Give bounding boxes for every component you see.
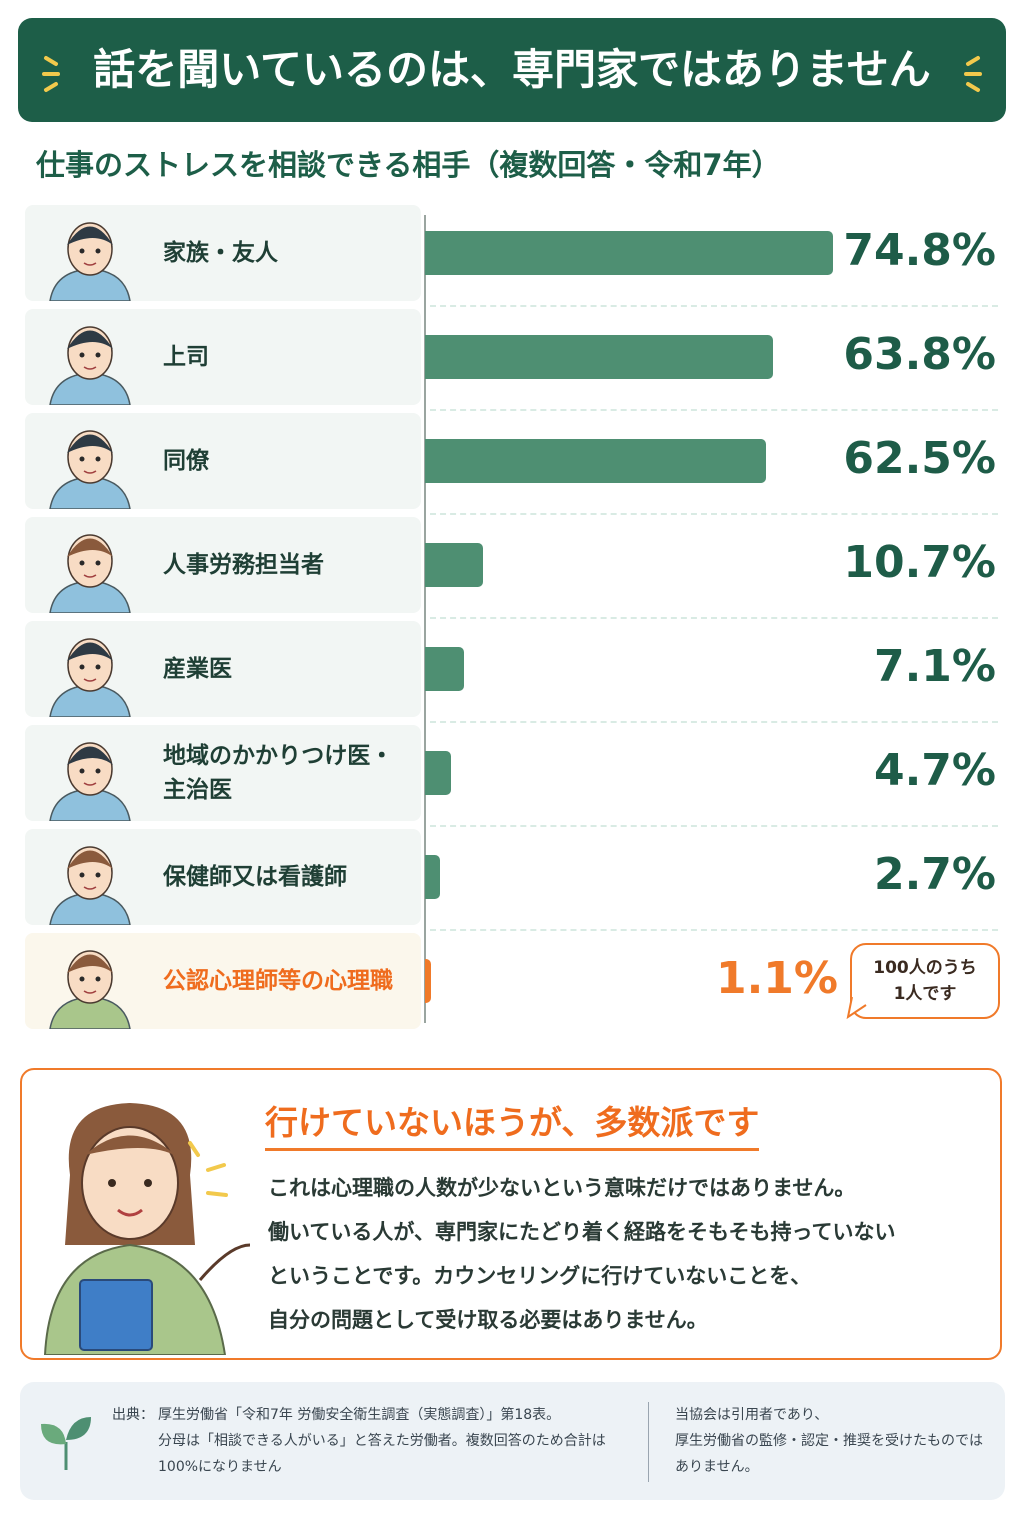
- source-label: 出典：: [112, 1407, 154, 1423]
- row-separator: [430, 409, 998, 411]
- annotation-bubble: 100人のうち 1人です: [850, 943, 1000, 1019]
- callout-text: 自分の問題として受け取る必要はありません。: [268, 1308, 708, 1332]
- category-label: 産業医: [163, 656, 232, 682]
- avatar: [49, 742, 131, 821]
- chart-title: 話を聞いているのは、専門家ではありません: [93, 45, 931, 94]
- row-background: [25, 829, 421, 925]
- row-background: [25, 933, 421, 1029]
- avatar: [49, 534, 131, 613]
- value-label: 4.7%: [873, 745, 996, 796]
- value-label: 62.5%: [843, 433, 996, 484]
- banner-decoration: [42, 56, 982, 92]
- avatar: [49, 326, 131, 405]
- callout-text: ということです。カウンセリングに行けていないことを、: [268, 1264, 812, 1288]
- annotation: 1人です: [893, 984, 957, 1004]
- row-background: [25, 309, 421, 405]
- row-background: [25, 517, 421, 613]
- avatar: [49, 950, 131, 1029]
- row-separator: [430, 305, 998, 307]
- value-label: 7.1%: [873, 641, 996, 692]
- bar: [425, 959, 431, 1003]
- category-label: 保健師又は看護師: [163, 864, 347, 890]
- bar: [425, 231, 833, 275]
- category-label: 上司: [163, 344, 209, 370]
- callout-illustration: [43, 1103, 251, 1355]
- category-label: 地域のかかりつけ医・主治医: [163, 743, 394, 803]
- row-separator: [430, 617, 998, 619]
- category-label: 人事労務担当者: [163, 552, 324, 578]
- source-text: 100%になりません: [158, 1459, 282, 1475]
- avatar: [49, 430, 131, 509]
- row-separator: [430, 825, 998, 827]
- row-separator: [430, 721, 998, 723]
- value-label: 1.1%: [715, 953, 838, 1004]
- chart-subtitle: 仕事のストレスを相談できる相手（複数回答・令和7年）: [36, 148, 781, 182]
- value-label: 10.7%: [843, 537, 996, 588]
- disclaimer-text: ありません。: [675, 1459, 759, 1475]
- axis-line: [424, 215, 426, 1023]
- category-label: 公認心理師等の心理職: [163, 968, 393, 994]
- disclaimer-text: 当協会は引用者であり、: [675, 1407, 829, 1423]
- avatar: [49, 638, 131, 717]
- category-label: 家族・友人: [163, 240, 278, 266]
- row-background: [25, 205, 421, 301]
- annotation: 100人のうち: [873, 958, 977, 978]
- callout-text: 働いている人が、専門家にたどり着く経路をそもそも持っていない: [268, 1220, 896, 1244]
- row-background: [25, 621, 421, 717]
- divider: [648, 1402, 649, 1482]
- value-label: 74.8%: [843, 225, 996, 276]
- bubble-tail: [846, 996, 867, 1020]
- source-text: 分母は「相談できる人がいる」と答えた労働者。複数回答のため合計は: [158, 1433, 606, 1449]
- avatar: [49, 222, 131, 301]
- bar: [425, 439, 766, 483]
- footer: 出典： 厚生労働省「令和7年 労働安全衛生調査（実態調査）」第18表。 分母は「…: [20, 1382, 1005, 1500]
- bar: [425, 751, 451, 795]
- category-label: 同僚: [163, 448, 209, 474]
- callout-text: これは心理職の人数が少ないという意味だけではありません。: [268, 1176, 856, 1200]
- bar: [425, 647, 464, 691]
- title-banner: 話を聞いているのは、専門家ではありません: [18, 18, 1006, 122]
- bar: [425, 543, 484, 587]
- row-background: [25, 413, 421, 509]
- disclaimer-text: 厚生労働省の監修・認定・推奨を受けたものでは: [675, 1433, 983, 1449]
- value-label: 63.8%: [843, 329, 996, 380]
- bar: [425, 335, 773, 379]
- avatar: [49, 846, 131, 925]
- leaf-icon: [41, 1417, 91, 1470]
- row-background: [25, 725, 421, 821]
- row-separator: [430, 513, 998, 515]
- source-text: 厚生労働省「令和7年 労働安全衛生調査（実態調査）」第18表。: [158, 1407, 561, 1423]
- value-label: 2.7%: [873, 849, 996, 900]
- callout-title: 行けていないほうが、多数派です: [265, 1096, 760, 1151]
- bar: [425, 855, 440, 899]
- row-separator: [430, 929, 998, 931]
